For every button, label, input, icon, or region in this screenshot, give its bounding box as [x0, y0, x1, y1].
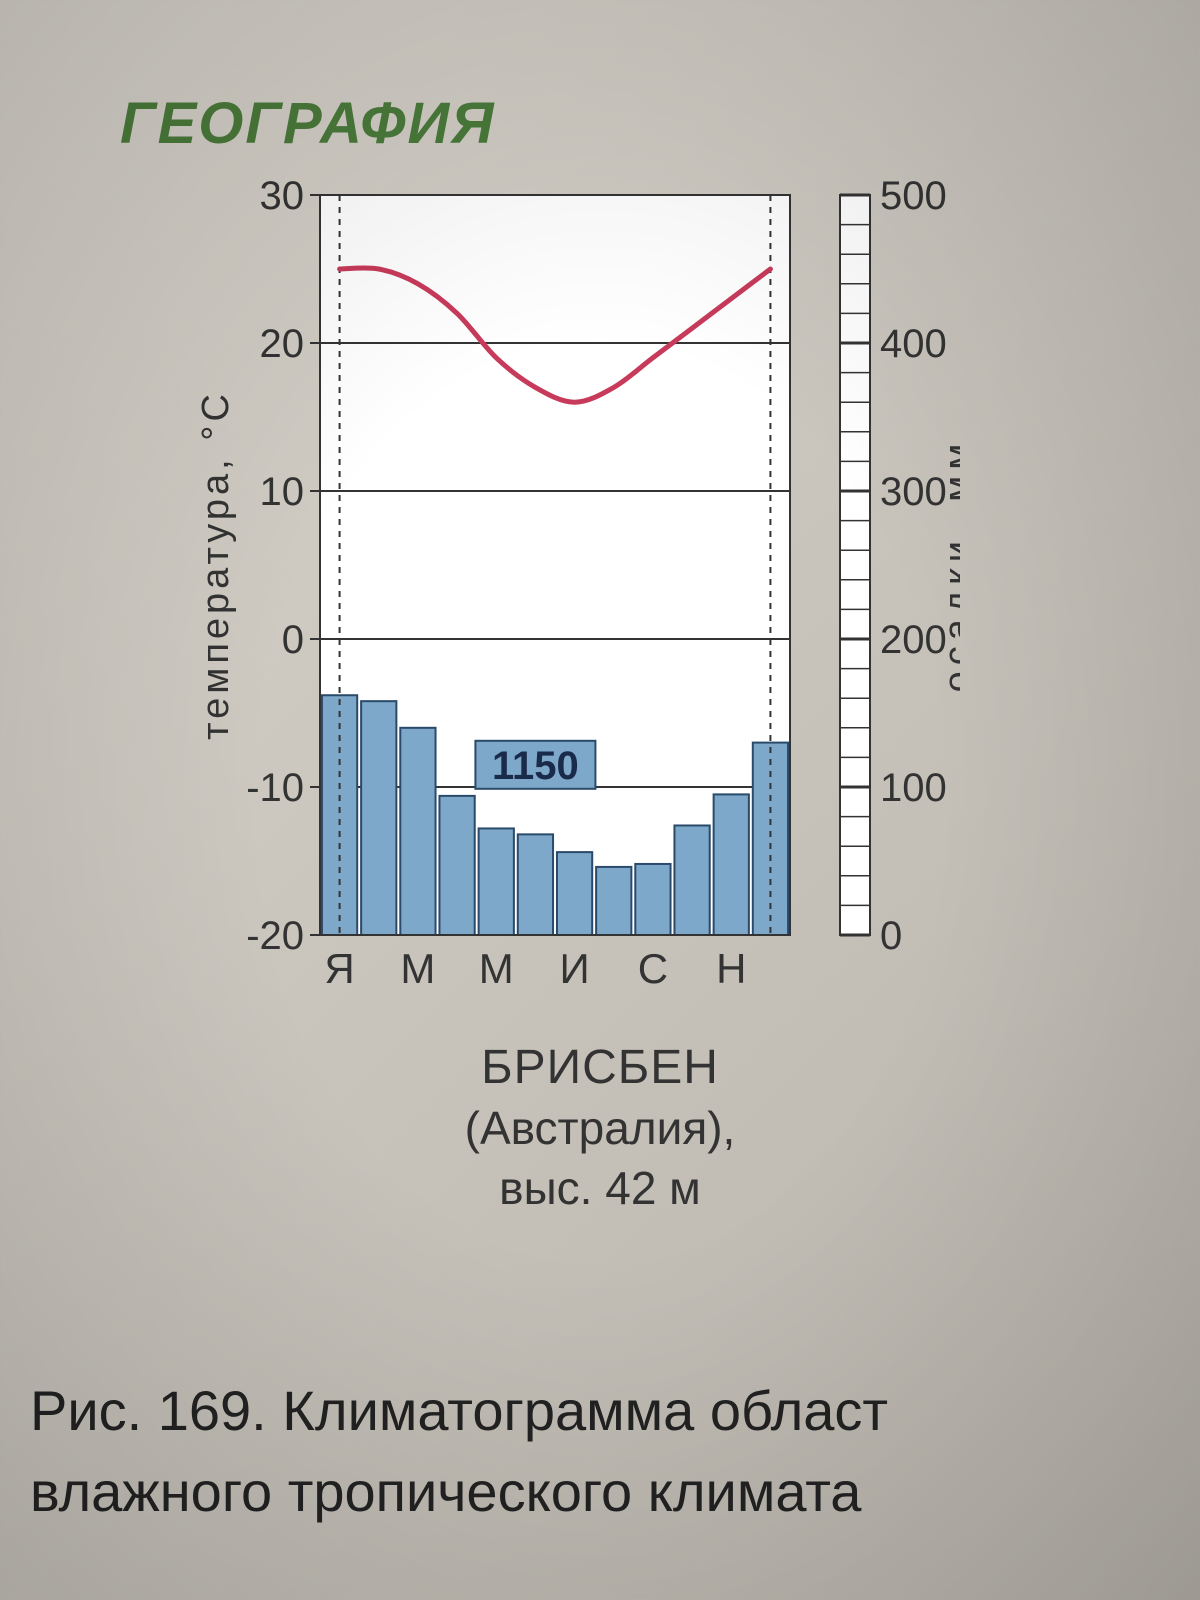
svg-text:10: 10 [260, 470, 305, 514]
svg-text:С: С [638, 945, 668, 992]
caption-country: (Австралия), [0, 1101, 1200, 1155]
svg-text:И: И [559, 945, 589, 992]
svg-text:температура, °С: температура, °С [200, 390, 237, 740]
climograph-chart: -20-100102030температура, °С010020030040… [200, 155, 960, 1025]
figure-caption-line2: влажного тропического климата [30, 1460, 861, 1523]
svg-text:100: 100 [880, 766, 947, 810]
svg-text:400: 400 [880, 322, 947, 366]
svg-text:-10: -10 [246, 766, 304, 810]
svg-text:Н: Н [716, 945, 746, 992]
chart-svg: -20-100102030температура, °С010020030040… [200, 155, 960, 1025]
caption-city: БРИСБЕН [0, 1040, 1200, 1095]
caption-elevation: выс. 42 м [0, 1161, 1200, 1215]
svg-text:0: 0 [282, 618, 304, 662]
page-root: ГЕОГРАФИЯ -20 -10 0 10 20 30 температура, °С 0 1… [0, 0, 1200, 1600]
svg-text:30: 30 [260, 174, 305, 218]
page-header: ГЕОГРАФИЯ [120, 90, 1140, 157]
svg-text:М: М [400, 945, 435, 992]
svg-text:500: 500 [880, 174, 947, 218]
figure-caption: Рис. 169. Климатограмма област влажного … [30, 1370, 1200, 1532]
svg-text:Я: Я [324, 945, 354, 992]
svg-text:1150: 1150 [492, 744, 579, 788]
svg-text:0: 0 [880, 914, 902, 958]
chart-caption-block: БРИСБЕН (Австралия), выс. 42 м [0, 1040, 1200, 1215]
svg-text:20: 20 [260, 322, 305, 366]
svg-text:-20: -20 [246, 914, 304, 958]
figure-caption-line1: Рис. 169. Климатограмма област [30, 1379, 888, 1442]
svg-text:М: М [479, 945, 514, 992]
svg-text:осадки, мм: осадки, мм [937, 438, 960, 693]
